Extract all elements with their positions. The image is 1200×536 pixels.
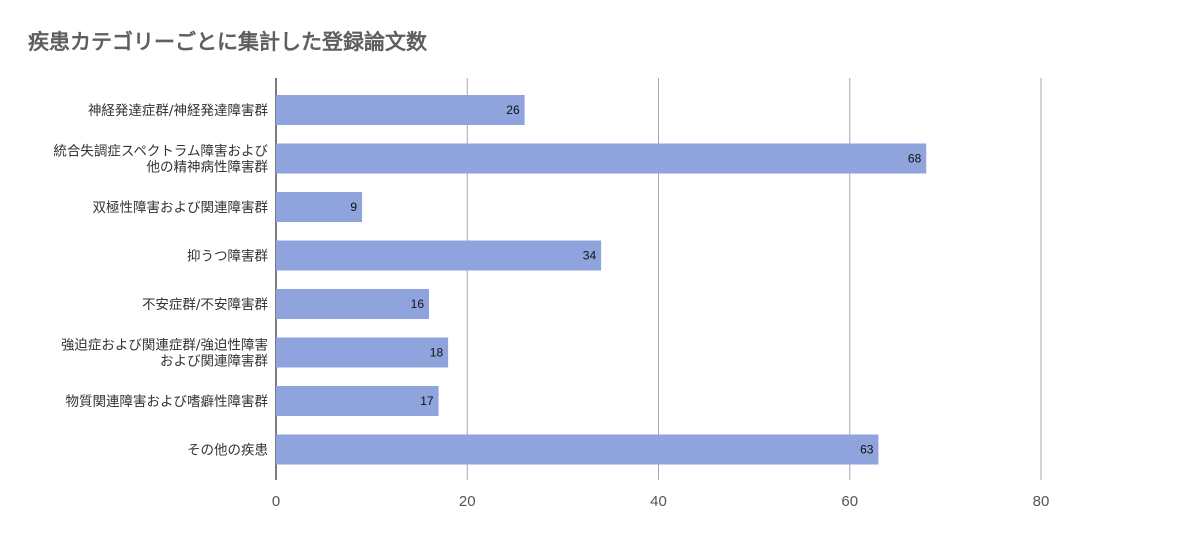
category-label-1: 統合失調症スペクトラム障害および他の精神病性障害群 <box>53 144 268 176</box>
data-label-0: 26 <box>506 103 520 117</box>
data-label-4: 16 <box>411 297 425 311</box>
category-label-5: 強迫症および関連症群/強迫性障害および関連障害群 <box>61 338 269 370</box>
bar-1 <box>276 143 927 174</box>
bar-6 <box>276 386 439 416</box>
category-label-line: 物質関連障害および嗜癖性障害群 <box>66 394 269 410</box>
category-label-line: 双極性障害および関連障害群 <box>93 200 269 216</box>
category-label-line: その他の疾患 <box>187 443 268 459</box>
category-label-line: 神経発達症群/神経発達障害群 <box>88 103 269 119</box>
x-tick-label-4: 80 <box>1033 493 1050 510</box>
data-label-6: 17 <box>420 394 434 408</box>
bar-7 <box>276 434 879 465</box>
bar-0 <box>276 95 525 125</box>
bar-2 <box>276 192 363 222</box>
category-label-line: 他の精神病性障害群 <box>147 160 269 176</box>
data-label-5: 18 <box>430 346 444 360</box>
category-label-0: 神経発達症群/神経発達障害群 <box>88 103 269 119</box>
category-label-7: その他の疾患 <box>187 443 268 459</box>
bar-5 <box>276 337 449 368</box>
x-tick-label-2: 40 <box>650 493 667 510</box>
x-tick-label-3: 60 <box>841 493 858 510</box>
category-label-6: 物質関連障害および嗜癖性障害群 <box>66 394 269 410</box>
bar-4 <box>276 289 429 319</box>
category-label-line: 不安症群/不安障害群 <box>142 297 269 313</box>
category-label-line: および関連障害群 <box>160 354 268 370</box>
x-tick-label-1: 20 <box>459 493 476 510</box>
category-label-line: 統合失調症スペクトラム障害および <box>53 144 268 160</box>
chart-title: 疾患カテゴリーごとに集計した登録論文数 <box>28 30 427 54</box>
data-label-2: 9 <box>350 200 357 214</box>
category-label-4: 不安症群/不安障害群 <box>142 297 269 313</box>
data-label-7: 63 <box>860 443 874 457</box>
category-label-2: 双極性障害および関連障害群 <box>93 200 269 216</box>
category-label-line: 抑うつ障害群 <box>187 249 268 265</box>
data-label-1: 68 <box>908 152 922 166</box>
bar-3 <box>276 240 602 271</box>
data-label-3: 34 <box>583 249 597 263</box>
category-label-3: 抑うつ障害群 <box>187 249 268 265</box>
x-tick-label-0: 0 <box>272 493 280 510</box>
category-label-line: 強迫症および関連症群/強迫性障害 <box>61 338 268 354</box>
